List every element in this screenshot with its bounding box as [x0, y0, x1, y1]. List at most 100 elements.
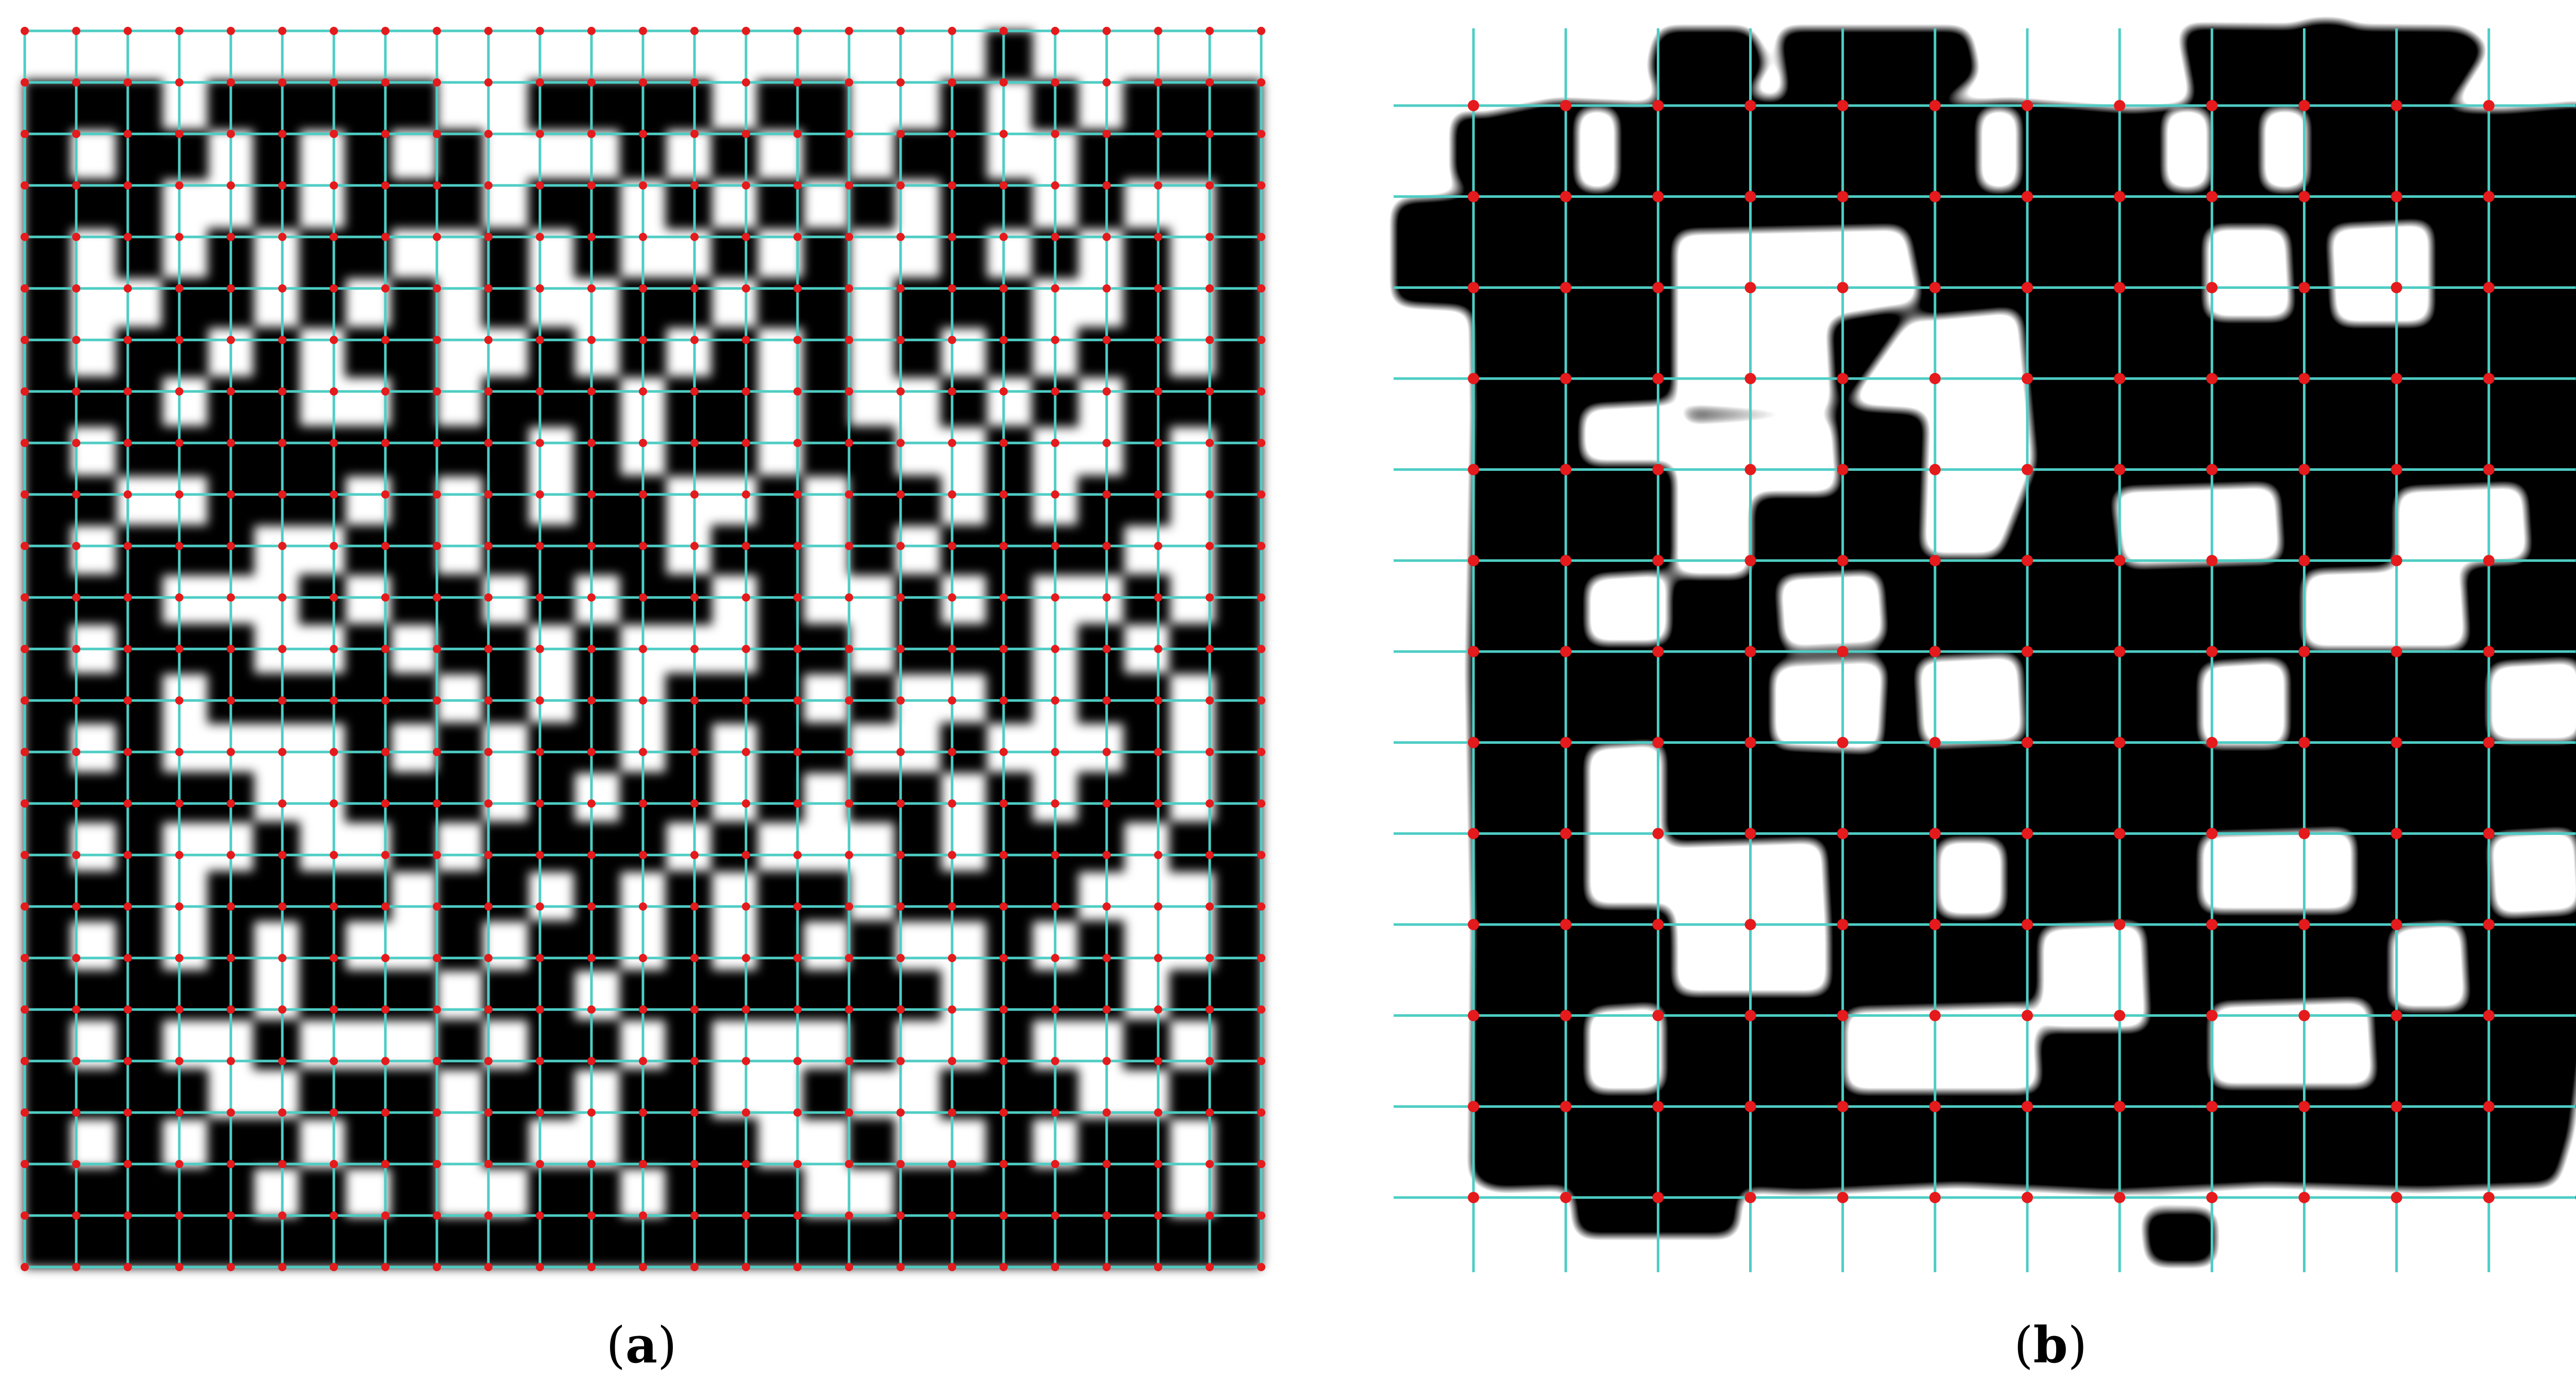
panel-a-intersection-dot — [845, 799, 853, 808]
panel-b-intersection-dot — [2391, 828, 2402, 840]
panel-a-dark-module — [1169, 822, 1216, 872]
panel-a-intersection-dot — [381, 27, 389, 35]
panel-b-intersection-dot — [2298, 646, 2310, 657]
panel-a-dark-module — [299, 1069, 346, 1119]
panel-b-light-region — [1664, 840, 1829, 932]
panel-a-intersection-dot — [948, 593, 956, 602]
panel-a-dark-module — [253, 377, 300, 427]
panel-a-intersection-dot — [175, 1263, 183, 1271]
panel-b-intersection-dot — [2298, 191, 2310, 202]
panel-a-intersection-dot — [484, 1263, 493, 1271]
panel-a-dark-module — [803, 327, 850, 378]
panel-a-intersection-dot — [1206, 593, 1214, 602]
panel-a-intersection-dot — [278, 1211, 286, 1220]
panel-a-intersection-dot — [690, 593, 699, 602]
panel-a-intersection-dot — [484, 27, 493, 35]
panel-a-intersection-dot — [1257, 439, 1265, 447]
panel-a-intersection-dot — [330, 1108, 338, 1117]
panel-a-intersection-dot — [330, 284, 338, 293]
panel-a-intersection-dot — [124, 233, 132, 241]
panel-a-dark-module — [528, 1217, 575, 1268]
panel-a-intersection-dot — [1103, 645, 1111, 653]
panel-a-intersection-dot — [433, 439, 441, 447]
panel-a-intersection-dot — [381, 593, 389, 602]
panel-a-intersection-dot — [124, 799, 132, 808]
panel-a-intersection-dot — [124, 490, 132, 499]
panel-a-dark-module — [345, 772, 392, 823]
panel-a-intersection-dot — [21, 490, 29, 499]
panel-b-intersection-dot — [2483, 1010, 2495, 1021]
panel-a-intersection-dot — [896, 130, 905, 138]
panel-a-dark-module — [1215, 970, 1262, 1020]
panel-a-intersection-dot — [175, 542, 183, 550]
panel-a-dark-module — [1215, 129, 1262, 180]
panel-a-intersection-dot — [896, 593, 905, 602]
panel-b-intersection-dot — [2483, 1192, 2495, 1203]
panel-a-intersection-dot — [1206, 1160, 1214, 1168]
panel-a-dark-module — [1123, 327, 1171, 378]
panel-a-intersection-dot — [381, 284, 389, 293]
panel-a-intersection-dot — [1206, 490, 1214, 499]
panel-a-intersection-dot — [278, 1057, 286, 1065]
panel-b-intersection-dot — [2114, 464, 2126, 475]
panel-a-intersection-dot — [175, 1160, 183, 1168]
panel-a-intersection-dot — [1206, 799, 1214, 808]
panel-a-dark-module — [115, 772, 163, 823]
panel-a-intersection-dot — [1051, 696, 1059, 705]
panel-a-intersection-dot — [999, 336, 1008, 344]
panel-a-intersection-dot — [433, 799, 441, 808]
panel-a-intersection-dot — [845, 233, 853, 241]
panel-a-intersection-dot — [21, 284, 29, 293]
panel-a-intersection-dot — [845, 593, 853, 602]
panel-a-intersection-dot — [1051, 27, 1059, 35]
panel-a-intersection-dot — [381, 490, 389, 499]
panel-a-intersection-dot — [1051, 233, 1059, 241]
panel-b-intersection-dot — [2298, 828, 2310, 840]
panel-a-dark-module — [528, 179, 575, 229]
panel-b-intersection-dot — [2298, 100, 2310, 111]
panel-a-intersection-dot — [896, 78, 905, 87]
panel-b-intersection-dot — [2022, 646, 2033, 657]
panel-a-intersection-dot — [1051, 593, 1059, 602]
panel-a-dark-module — [803, 1069, 850, 1119]
panel-a-dark-module — [940, 278, 987, 328]
panel-a-intersection-dot — [72, 748, 80, 756]
panel-a-intersection-dot — [1154, 233, 1162, 241]
panel-a-dark-module — [391, 772, 437, 823]
panel-b-intersection-dot — [1468, 191, 1479, 202]
panel-a-dark-module — [115, 1168, 163, 1218]
panel-a-intersection-dot — [690, 27, 699, 35]
panel-b-intersection-dot — [1652, 646, 1664, 657]
panel-b-intersection-dot — [1468, 1010, 1479, 1021]
panel-a-intersection-dot — [587, 1108, 596, 1117]
panel-a-intersection-dot — [175, 439, 183, 447]
panel-a-intersection-dot — [124, 1160, 132, 1168]
panel-b-intersection-dot — [1560, 100, 1572, 111]
panel-a-dark-module — [253, 673, 300, 724]
panel-a-intersection-dot — [330, 78, 338, 87]
panel-a-intersection-dot — [484, 799, 493, 808]
panel-a-dark-module — [940, 179, 987, 229]
panel-a-intersection-dot — [21, 387, 29, 396]
panel-b-intersection-dot — [1652, 1192, 1664, 1203]
panel-a-intersection-dot — [639, 799, 647, 808]
panel-a-intersection-dot — [381, 799, 389, 808]
panel-b-intersection-dot — [2114, 373, 2126, 384]
panel-b-intersection-dot — [2483, 373, 2495, 384]
panel-a-intersection-dot — [330, 1263, 338, 1271]
panel-a-intersection-dot — [484, 284, 493, 293]
panel-b-intersection-dot — [2022, 191, 2033, 202]
panel-a-intersection-dot — [1257, 336, 1265, 344]
panel-a-dark-module — [253, 80, 300, 130]
panel-a-intersection-dot — [742, 130, 750, 138]
panel-a-intersection-dot — [845, 1211, 853, 1220]
panel-a-dark-module — [115, 1118, 163, 1169]
panel-a-intersection-dot — [124, 336, 132, 344]
panel-a-dark-module — [894, 772, 941, 823]
panel-b-intersection-dot — [2114, 646, 2126, 657]
panel-a-intersection-dot — [896, 799, 905, 808]
panel-a-intersection-dot — [1051, 1263, 1059, 1271]
panel-a-dark-module — [757, 1168, 804, 1218]
panel-a-dark-module — [253, 871, 300, 921]
panel-a-intersection-dot — [484, 696, 493, 705]
